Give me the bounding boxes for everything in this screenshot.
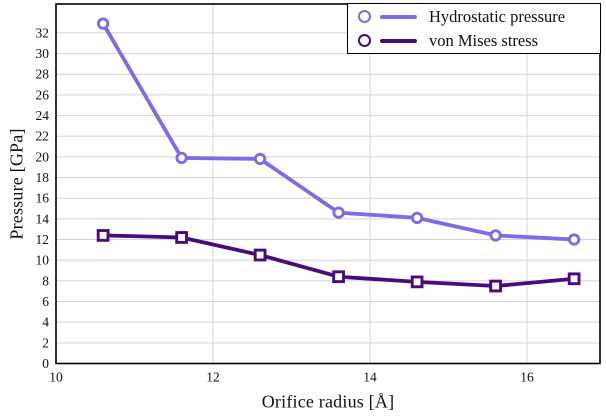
y-tick-label: 32 — [36, 25, 50, 40]
data-point-marker — [567, 233, 581, 246]
y-tick-label: 0 — [42, 356, 49, 371]
data-point-marker — [489, 279, 502, 293]
y-tick-label: 16 — [36, 191, 50, 206]
data-point-marker — [332, 270, 345, 284]
data-point-marker — [332, 206, 345, 219]
data-point-marker — [175, 151, 188, 165]
data-point-marker — [410, 211, 424, 224]
x-tick-label: 12 — [206, 370, 220, 385]
data-point-marker — [253, 152, 267, 166]
y-tick-label: 24 — [36, 108, 50, 123]
legend-line-sample — [380, 14, 417, 19]
y-tick-label: 26 — [36, 87, 50, 102]
data-point-marker — [567, 272, 581, 286]
data-point-marker — [489, 229, 502, 242]
data-point-marker — [175, 231, 188, 244]
y-tick-label: 22 — [36, 129, 50, 144]
data-point-marker — [96, 229, 110, 242]
legend-label: Hydrostatic pressure — [429, 6, 566, 26]
data-point-marker — [410, 275, 424, 289]
y-tick-label: 4 — [42, 315, 49, 330]
y-tick-label: 20 — [36, 149, 50, 164]
y-tick-label: 10 — [36, 253, 50, 268]
circle-marker-icon — [358, 10, 371, 23]
legend-line-sample — [380, 38, 417, 43]
axes-border — [55, 3, 601, 365]
y-tick-label: 28 — [36, 67, 50, 82]
circle-marker-icon — [358, 34, 371, 47]
x-tick-label: 10 — [49, 370, 63, 385]
data-point-marker — [253, 248, 267, 262]
legend-label: von Mises stress — [429, 30, 539, 50]
legend-item-hydrostatic-pressure: Hydrostatic pressure — [358, 5, 600, 29]
y-tick-label: 6 — [42, 294, 49, 309]
x-tick-label: 16 — [520, 370, 534, 385]
legend-item-von-mises-stress: von Mises stress — [358, 29, 600, 53]
x-tick-label: 14 — [363, 370, 377, 385]
y-tick-label: 14 — [36, 211, 50, 226]
y-tick-label: 12 — [36, 232, 50, 247]
x-axis-label: Orifice radius [Å] — [261, 391, 395, 412]
y-tick-label: 30 — [36, 46, 50, 61]
data-point-marker — [96, 17, 110, 30]
y-axis-label: Pressure [GPa] — [6, 128, 27, 240]
legend: Hydrostatic pressure von Mises stress — [347, 3, 601, 54]
y-tick-label: 18 — [36, 170, 50, 185]
y-tick-label: 2 — [42, 335, 49, 350]
y-tick-label: 8 — [42, 273, 49, 288]
